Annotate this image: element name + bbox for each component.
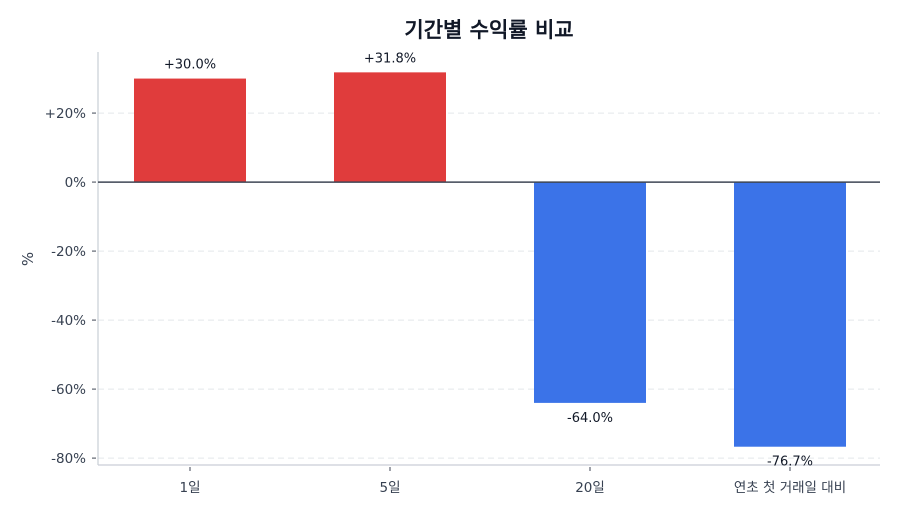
bar (734, 182, 846, 447)
bar-value-label: +31.8% (364, 51, 416, 66)
bar-value-label: +30.0% (164, 58, 216, 73)
y-tick-label: -60% (51, 382, 86, 398)
bar-value-label: -64.0% (567, 411, 613, 426)
bar (534, 182, 646, 403)
bar (134, 78, 246, 183)
y-tick-label: 0% (65, 175, 87, 191)
y-tick-label: +20% (45, 106, 86, 122)
x-axis-ticks: 1일 5일 20일 연초 첫 거래일 대비 (179, 467, 846, 496)
bar-value-label: -76.7% (767, 455, 813, 470)
y-tick-label: -20% (51, 244, 86, 260)
y-axis-label: % (19, 252, 37, 266)
x-tick-label: 5일 (379, 480, 400, 496)
x-tick-label: 연초 첫 거래일 대비 (734, 480, 846, 496)
y-axis-ticks: +20% 0% -20% -40% -60% -80% (45, 106, 96, 467)
bars (134, 72, 846, 447)
y-tick-label: -80% (51, 451, 86, 467)
x-tick-label: 20일 (575, 480, 605, 496)
y-tick-label: -40% (51, 313, 86, 329)
axes (97, 52, 880, 466)
bar-value-labels: +30.0% +31.8% -64.0% -76.7% (164, 51, 813, 469)
bar (334, 72, 446, 183)
x-tick-label: 1일 (179, 480, 200, 496)
chart-title: 기간별 수익률 비교 (404, 18, 573, 42)
